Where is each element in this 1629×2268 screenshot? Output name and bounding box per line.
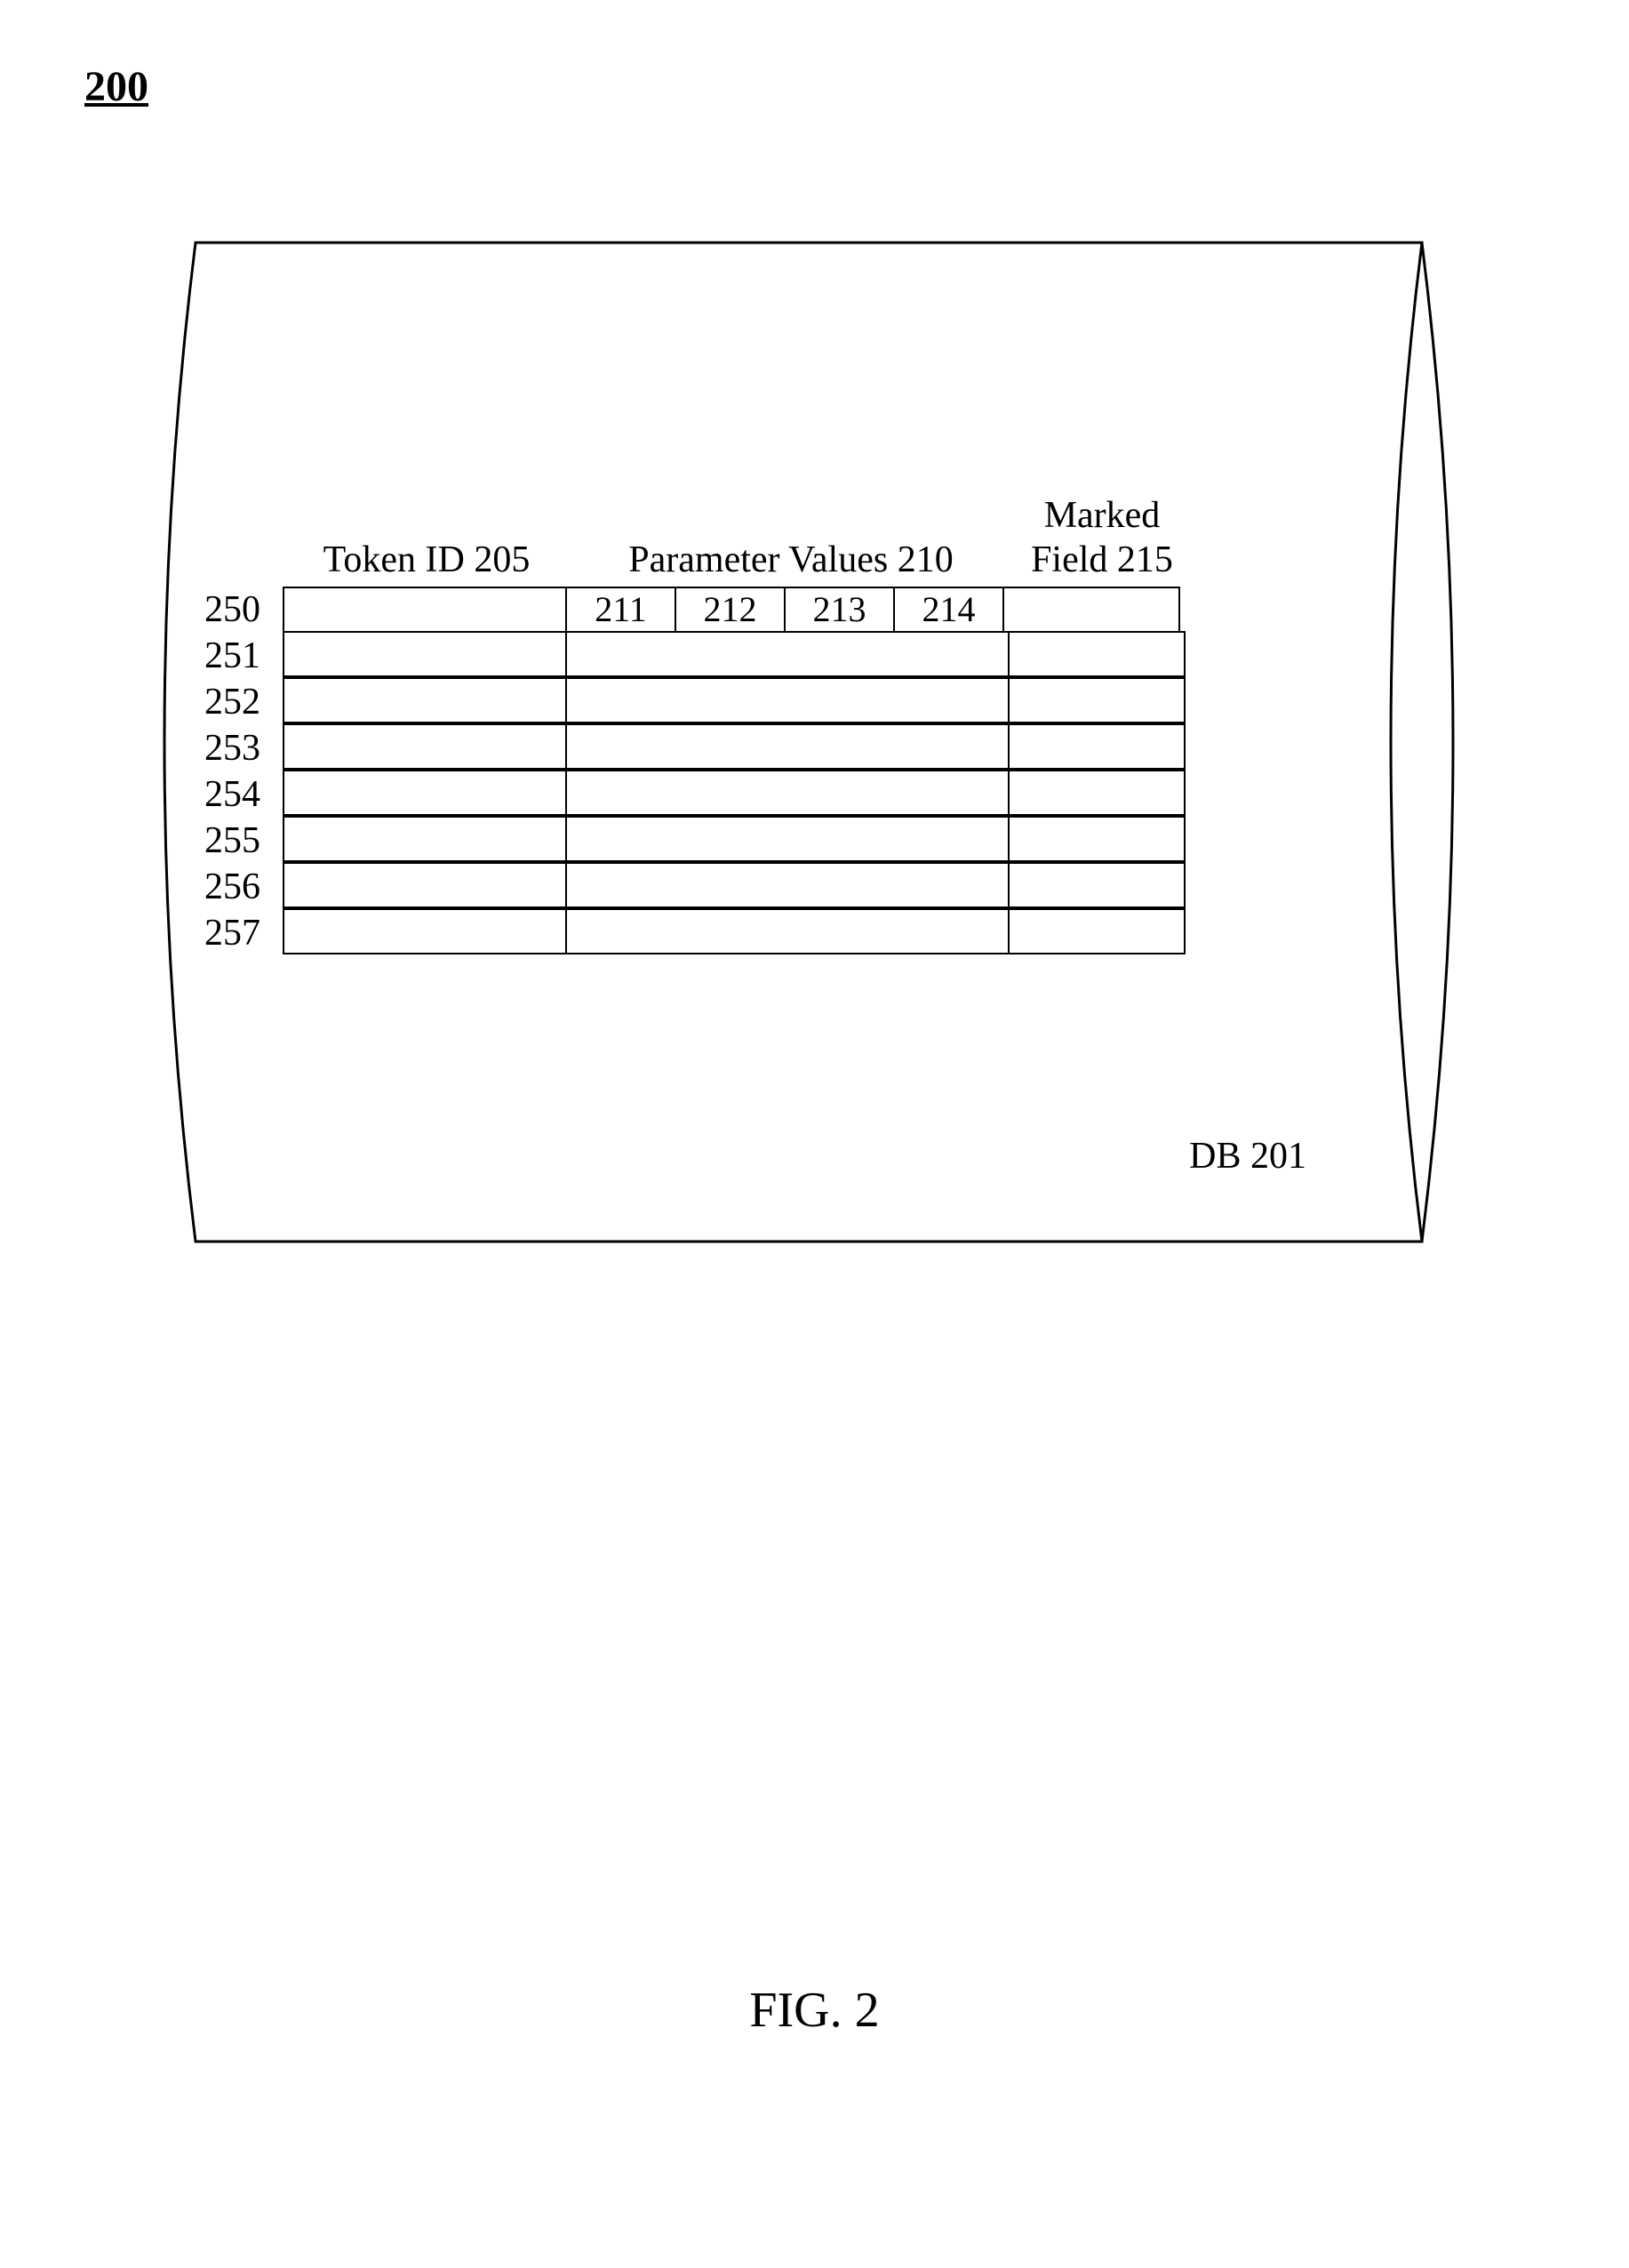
marked-field-cell [1008, 908, 1186, 954]
table-row: 252 [204, 679, 1271, 725]
row-label: 256 [204, 864, 284, 910]
param-values-cell [565, 816, 1010, 862]
table-header-row: Token ID 205 Parameter Values 210 Marked… [204, 493, 1271, 583]
table-row: 250 211212213214 [204, 587, 1271, 633]
param-subcol-cell: 214 [893, 587, 1004, 633]
figure-caption: FIG. 2 [0, 1982, 1629, 2039]
table-body: 250 211212213214 251252253254255256257 [204, 587, 1271, 956]
table-row: 254 [204, 771, 1271, 818]
header-marked-field: Marked Field 215 [1013, 493, 1191, 583]
row-label: 250 [204, 587, 284, 633]
row-label: 257 [204, 910, 284, 956]
param-subcol-cell: 212 [675, 587, 786, 633]
header-parameter-values: Parameter Values 210 [569, 538, 1013, 582]
db-table: Token ID 205 Parameter Values 210 Marked… [204, 493, 1271, 956]
param-subcol-cell: 213 [784, 587, 895, 633]
table-row: 255 [204, 818, 1271, 864]
token-id-cell [283, 770, 567, 816]
token-id-cell [283, 723, 567, 770]
row-label: 255 [204, 818, 284, 864]
token-id-cell [283, 631, 567, 677]
table-row: 257 [204, 910, 1271, 956]
row-label: 252 [204, 679, 284, 725]
param-values-cell [565, 862, 1010, 908]
param-subcol-cell: 211 [565, 587, 676, 633]
db-label: DB 201 [1189, 1135, 1306, 1178]
marked-field-cell [1008, 631, 1186, 677]
header-token-id: Token ID 205 [284, 538, 569, 582]
database-cylinder: Token ID 205 Parameter Values 210 Marked… [116, 236, 1502, 1249]
row-label: 251 [204, 633, 284, 679]
param-values-cell [565, 908, 1010, 954]
marked-field-cell [1002, 587, 1180, 633]
marked-field-cell [1008, 770, 1186, 816]
token-id-cell [283, 587, 567, 633]
table-row: 253 [204, 725, 1271, 771]
table-row: 256 [204, 864, 1271, 910]
figure-number: 200 [84, 62, 148, 111]
param-values-cell [565, 723, 1010, 770]
param-values-cell [565, 631, 1010, 677]
marked-field-cell [1008, 862, 1186, 908]
token-id-cell [283, 677, 567, 723]
token-id-cell [283, 816, 567, 862]
token-id-cell [283, 908, 567, 954]
row-label: 253 [204, 725, 284, 771]
row-label: 254 [204, 771, 284, 818]
marked-field-cell [1008, 677, 1186, 723]
table-row: 251 [204, 633, 1271, 679]
param-values-cell [565, 770, 1010, 816]
param-values-cell [565, 677, 1010, 723]
token-id-cell [283, 862, 567, 908]
marked-field-cell [1008, 816, 1186, 862]
marked-field-cell [1008, 723, 1186, 770]
